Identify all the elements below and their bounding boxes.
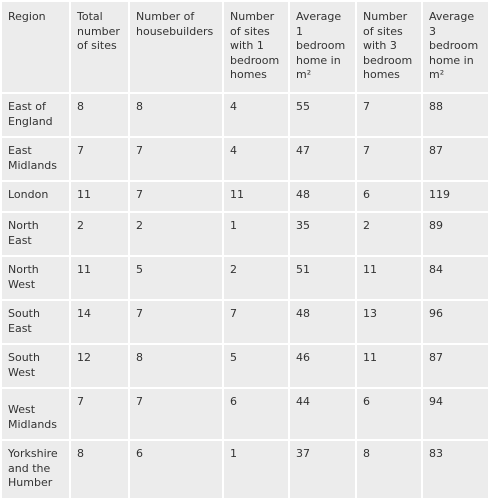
cell-sites-3-bed: 13 — [355, 299, 423, 345]
cell-sites-3-bed: 11 — [355, 255, 423, 301]
table-row: North West 11 5 2 51 11 84 — [0, 255, 488, 301]
table-row: East Midlands 7 7 4 47 7 87 — [0, 136, 488, 182]
cell-sites-1-bed: 1 — [222, 211, 290, 257]
column-header-avg-1-bed: Average 1 bedroom home in m² — [288, 0, 357, 94]
cell-region: Yorkshire and the Humber — [0, 439, 71, 500]
cell-sites-3-bed: 6 — [355, 387, 423, 441]
table-row: South East 14 7 7 48 13 96 — [0, 299, 488, 345]
cell-region: North East — [0, 211, 71, 257]
cell-housebuilders: 8 — [128, 343, 224, 389]
cell-housebuilders: 7 — [128, 180, 224, 213]
cell-sites-3-bed: 8 — [355, 439, 423, 500]
cell-avg-3-bed: 83 — [421, 439, 488, 500]
cell-housebuilders: 5 — [128, 255, 224, 301]
cell-region: London — [0, 180, 71, 213]
cell-sites-1-bed: 4 — [222, 136, 290, 182]
cell-total-sites: 8 — [69, 439, 130, 500]
cell-avg-1-bed: 35 — [288, 211, 357, 257]
cell-sites-1-bed: 7 — [222, 299, 290, 345]
cell-total-sites: 11 — [69, 180, 130, 213]
cell-region: South East — [0, 299, 71, 345]
cell-sites-3-bed: 2 — [355, 211, 423, 257]
cell-sites-3-bed: 7 — [355, 92, 423, 138]
cell-region: East Midlands — [0, 136, 71, 182]
column-header-sites-1-bed: Number of sites with 1 bedroom homes — [222, 0, 290, 94]
table-header-row: Region Total number of sites Number of h… — [0, 0, 488, 94]
cell-avg-1-bed: 47 — [288, 136, 357, 182]
cell-avg-3-bed: 84 — [421, 255, 488, 301]
cell-avg-1-bed: 46 — [288, 343, 357, 389]
cell-total-sites: 2 — [69, 211, 130, 257]
cell-housebuilders: 2 — [128, 211, 224, 257]
cell-housebuilders: 8 — [128, 92, 224, 138]
cell-sites-1-bed: 2 — [222, 255, 290, 301]
column-header-region: Region — [0, 0, 71, 94]
table-row: West Midlands 7 7 6 44 6 94 — [0, 387, 488, 441]
cell-housebuilders: 6 — [128, 439, 224, 500]
table-row: East of England 8 8 4 55 7 88 — [0, 92, 488, 138]
cell-avg-3-bed: 96 — [421, 299, 488, 345]
cell-avg-3-bed: 87 — [421, 343, 488, 389]
cell-sites-1-bed: 6 — [222, 387, 290, 441]
cell-total-sites: 12 — [69, 343, 130, 389]
cell-avg-3-bed: 89 — [421, 211, 488, 257]
cell-avg-3-bed: 88 — [421, 92, 488, 138]
cell-region: North West — [0, 255, 71, 301]
cell-avg-1-bed: 44 — [288, 387, 357, 441]
cell-region: West Midlands — [0, 387, 71, 441]
cell-total-sites: 14 — [69, 299, 130, 345]
table-row: South West 12 8 5 46 11 87 — [0, 343, 488, 389]
cell-avg-3-bed: 87 — [421, 136, 488, 182]
table-row: North East 2 2 1 35 2 89 — [0, 211, 488, 257]
table-row: Yorkshire and the Humber 8 6 1 37 8 83 — [0, 439, 488, 500]
cell-avg-1-bed: 51 — [288, 255, 357, 301]
cell-total-sites: 8 — [69, 92, 130, 138]
cell-avg-1-bed: 37 — [288, 439, 357, 500]
cell-region: East of England — [0, 92, 71, 138]
cell-housebuilders: 7 — [128, 136, 224, 182]
cell-avg-3-bed: 119 — [421, 180, 488, 213]
cell-housebuilders: 7 — [128, 387, 224, 441]
cell-sites-3-bed: 7 — [355, 136, 423, 182]
cell-sites-3-bed: 6 — [355, 180, 423, 213]
cell-region: South West — [0, 343, 71, 389]
cell-avg-1-bed: 48 — [288, 180, 357, 213]
cell-total-sites: 7 — [69, 387, 130, 441]
column-header-total-sites: Total number of sites — [69, 0, 130, 94]
cell-housebuilders: 7 — [128, 299, 224, 345]
cell-sites-3-bed: 11 — [355, 343, 423, 389]
cell-sites-1-bed: 11 — [222, 180, 290, 213]
cell-sites-1-bed: 4 — [222, 92, 290, 138]
column-header-avg-3-bed: Average 3 bedroom home in m² — [421, 0, 488, 94]
cell-total-sites: 11 — [69, 255, 130, 301]
column-header-sites-3-bed: Number of sites with 3 bedroom homes — [355, 0, 423, 94]
cell-total-sites: 7 — [69, 136, 130, 182]
cell-avg-3-bed: 94 — [421, 387, 488, 441]
table-row: London 11 7 11 48 6 119 — [0, 180, 488, 213]
cell-avg-1-bed: 48 — [288, 299, 357, 345]
cell-sites-1-bed: 1 — [222, 439, 290, 500]
cell-sites-1-bed: 5 — [222, 343, 290, 389]
column-header-housebuilders: Number of housebuilders — [128, 0, 224, 94]
cell-avg-1-bed: 55 — [288, 92, 357, 138]
